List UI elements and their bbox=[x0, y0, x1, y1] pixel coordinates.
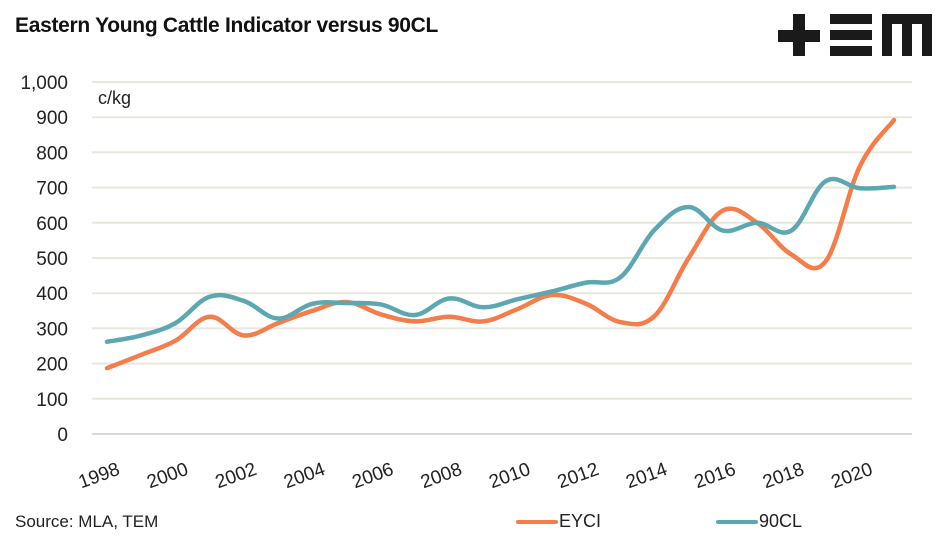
x-tick-label: 2016 bbox=[692, 459, 739, 493]
logo-e-bar-top bbox=[830, 14, 872, 24]
x-tick-label: 2006 bbox=[350, 459, 397, 493]
logo-plus-vertical bbox=[793, 14, 805, 56]
x-tick-label: 2004 bbox=[281, 459, 328, 493]
x-tick-label: 2020 bbox=[829, 459, 876, 493]
y-tick-label: 300 bbox=[36, 319, 68, 340]
x-tick-label: 2010 bbox=[486, 459, 533, 493]
source-note: Source: MLA, TEM bbox=[15, 512, 159, 531]
y-tick-label: 200 bbox=[36, 355, 68, 376]
y-tick-label: 700 bbox=[36, 179, 68, 200]
legend-label-eyci: EYCI bbox=[559, 511, 602, 531]
x-tick-label: 2012 bbox=[555, 459, 602, 493]
legend-swatch-90cl bbox=[716, 519, 758, 524]
y-tick-label: 800 bbox=[36, 143, 68, 164]
logo-e-bar-middle bbox=[830, 30, 872, 40]
x-tick-label: 2018 bbox=[760, 459, 807, 493]
legend-swatch-eyci bbox=[516, 519, 558, 524]
x-tick-label: 2002 bbox=[213, 459, 260, 493]
y-tick-label: 1,000 bbox=[20, 73, 68, 94]
y-tick-label: 0 bbox=[57, 425, 68, 446]
y-tick-label: 500 bbox=[36, 249, 68, 270]
y-tick-label: 100 bbox=[36, 390, 68, 411]
x-tick-label: 2000 bbox=[144, 459, 191, 493]
y-tick-label: 600 bbox=[36, 214, 68, 235]
logo-e-bar-bottom bbox=[830, 46, 872, 56]
series-line-eyci bbox=[104, 117, 897, 371]
y-axis-label: c/kg bbox=[98, 88, 131, 108]
x-tick-label: 2014 bbox=[623, 459, 670, 493]
legend-label-90cl: 90CL bbox=[759, 511, 803, 531]
legend-item-90cl: 90CL bbox=[716, 511, 802, 532]
chart-title: Eastern Young Cattle Indicator versus 90… bbox=[15, 14, 439, 37]
logo-m-shape bbox=[882, 14, 932, 56]
legend-item-eyci: EYCI bbox=[516, 511, 601, 532]
y-tick-label: 900 bbox=[36, 108, 68, 129]
series-line-90cl bbox=[104, 176, 897, 345]
x-tick-label: 1998 bbox=[76, 459, 123, 493]
x-tick-label: 2008 bbox=[418, 459, 465, 493]
y-tick-label: 400 bbox=[36, 284, 68, 305]
tem-logo bbox=[778, 14, 932, 56]
